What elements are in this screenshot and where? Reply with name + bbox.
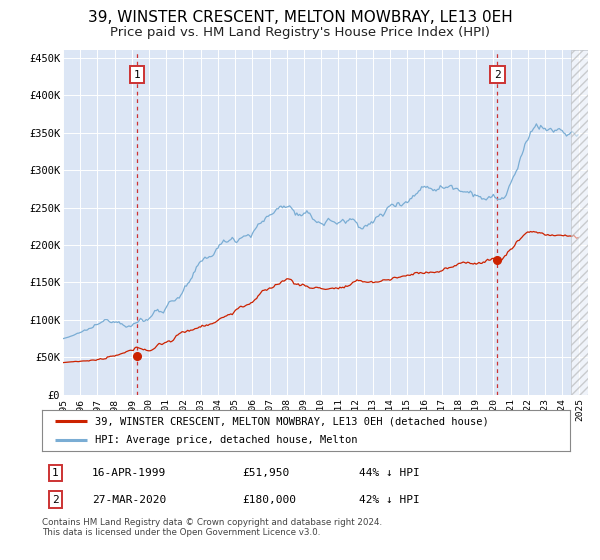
Text: 39, WINSTER CRESCENT, MELTON MOWBRAY, LE13 0EH: 39, WINSTER CRESCENT, MELTON MOWBRAY, LE…	[88, 10, 512, 25]
Text: 1: 1	[133, 69, 140, 80]
Text: 27-MAR-2020: 27-MAR-2020	[92, 494, 166, 505]
Text: £180,000: £180,000	[242, 494, 296, 505]
Text: 44% ↓ HPI: 44% ↓ HPI	[359, 468, 419, 478]
Text: 2: 2	[52, 494, 59, 505]
Text: HPI: Average price, detached house, Melton: HPI: Average price, detached house, Melt…	[95, 435, 358, 445]
Text: Contains HM Land Registry data © Crown copyright and database right 2024.
This d: Contains HM Land Registry data © Crown c…	[42, 518, 382, 538]
Text: 1: 1	[52, 468, 59, 478]
Text: £51,950: £51,950	[242, 468, 290, 478]
Polygon shape	[571, 50, 588, 395]
Text: 16-APR-1999: 16-APR-1999	[92, 468, 166, 478]
Text: 2: 2	[494, 69, 501, 80]
Text: 42% ↓ HPI: 42% ↓ HPI	[359, 494, 419, 505]
Text: 39, WINSTER CRESCENT, MELTON MOWBRAY, LE13 0EH (detached house): 39, WINSTER CRESCENT, MELTON MOWBRAY, LE…	[95, 417, 488, 426]
Text: Price paid vs. HM Land Registry's House Price Index (HPI): Price paid vs. HM Land Registry's House …	[110, 26, 490, 39]
